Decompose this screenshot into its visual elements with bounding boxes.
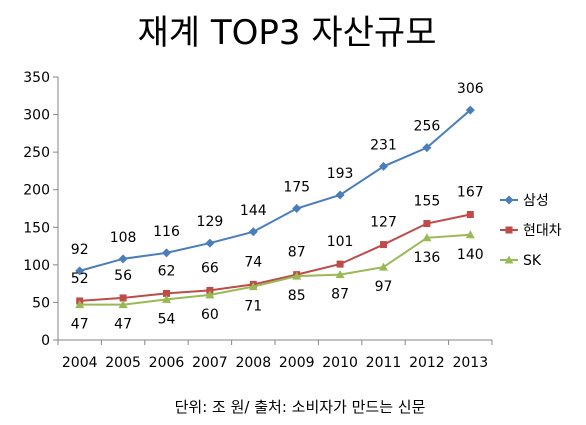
data-point [118,254,128,264]
axes: 0 50 100 150 200 250 300 350 2004 2005 2006 2007 200… [23,70,493,371]
data-point [248,227,258,237]
data-label: 127 [370,215,397,231]
data-label: 136 [414,250,441,266]
data-label: 66 [201,260,219,276]
data-point [335,190,345,200]
data-point [380,241,387,249]
data-point [205,238,215,248]
data-point [465,105,475,115]
data-label: 54 [158,311,176,327]
data-label: 97 [375,279,393,295]
data-point [206,286,214,294]
data-point [163,289,170,297]
data-label: 108 [110,230,137,246]
data-point [119,294,127,302]
y-tick-label: 350 [23,70,50,86]
data-point [422,143,432,153]
data-point [248,282,258,291]
data-point [336,260,344,268]
data-point [205,290,215,299]
chart-title: 재계 TOP3 자산규모 [138,13,437,53]
series-layer [75,105,475,309]
x-tick-label: 2006 [149,355,185,371]
series-line [79,233,471,306]
data-label: 167 [457,185,484,201]
data-point [162,248,171,258]
y-tick-label: 200 [23,183,50,199]
legend-item: SK [500,253,542,269]
data-label: 47 [114,317,132,333]
x-tick-label: 2007 [192,355,228,371]
legend-marker [504,195,514,205]
data-label: 231 [370,137,397,153]
data-point [292,204,302,213]
data-label: 71 [244,299,262,315]
data-point [75,266,85,276]
data-label: 85 [288,288,306,304]
x-tick-label: 2010 [322,355,358,371]
data-point [162,294,171,303]
data-label: 92 [71,242,89,258]
chart-footnote: 단위: 조 원/ 출처: 소비자가 만드는 신문 [175,398,426,416]
x-tick-label: 2011 [366,355,402,371]
data-label: 140 [457,247,484,263]
data-point [335,270,345,279]
data-label: 101 [327,234,354,250]
series-line [79,109,471,272]
data-point [118,300,128,309]
y-tick-label: 50 [32,295,50,311]
x-tick-label: 2005 [105,355,141,371]
legend-item: 삼성 [500,193,549,209]
x-tick-label: 2012 [409,355,445,371]
x-tick-label: 2013 [452,355,488,371]
data-labels: 92 108 116 129 144 175 193 231 256 306 52 56 62 66 74 8… [71,81,484,333]
legend-label: 현대차 [523,223,562,239]
data-label: 56 [114,268,132,284]
data-label: 62 [158,263,176,279]
data-label: 74 [244,254,262,270]
data-label: 87 [288,245,306,261]
data-label: 47 [71,317,89,333]
series-line [79,213,471,302]
legend-item: 현대차 [500,223,562,239]
data-point [466,211,474,219]
data-label: 116 [153,224,180,240]
y-tick-label: 0 [41,333,50,349]
y-tick-label: 150 [23,220,50,236]
data-label: 306 [457,81,484,97]
y-tick-label: 100 [23,258,50,274]
data-point [379,161,388,171]
legend-marker [505,226,513,234]
data-point [75,300,85,309]
data-point [465,230,475,239]
data-label: 144 [240,203,267,219]
data-point [379,262,388,271]
series-2 [75,230,475,309]
data-label: 256 [414,119,441,135]
data-point [422,233,432,242]
legend-marker [504,255,514,264]
x-tick-label: 2004 [62,355,98,371]
x-tick-label: 2009 [279,355,315,371]
data-label: 155 [414,194,441,210]
legend-label: SK [523,253,542,269]
x-tick-label: 2008 [235,355,271,371]
legend-label: 삼성 [523,193,549,209]
data-label: 87 [331,287,349,303]
data-label: 52 [71,271,89,287]
series-0 [75,105,475,276]
data-label: 175 [283,180,310,196]
data-point [423,220,431,228]
data-label: 129 [197,214,224,230]
data-point [292,271,302,280]
y-tick-label: 300 [23,108,50,124]
data-label: 60 [201,307,219,323]
data-label: 193 [327,166,354,182]
y-tick-label: 250 [23,145,50,161]
